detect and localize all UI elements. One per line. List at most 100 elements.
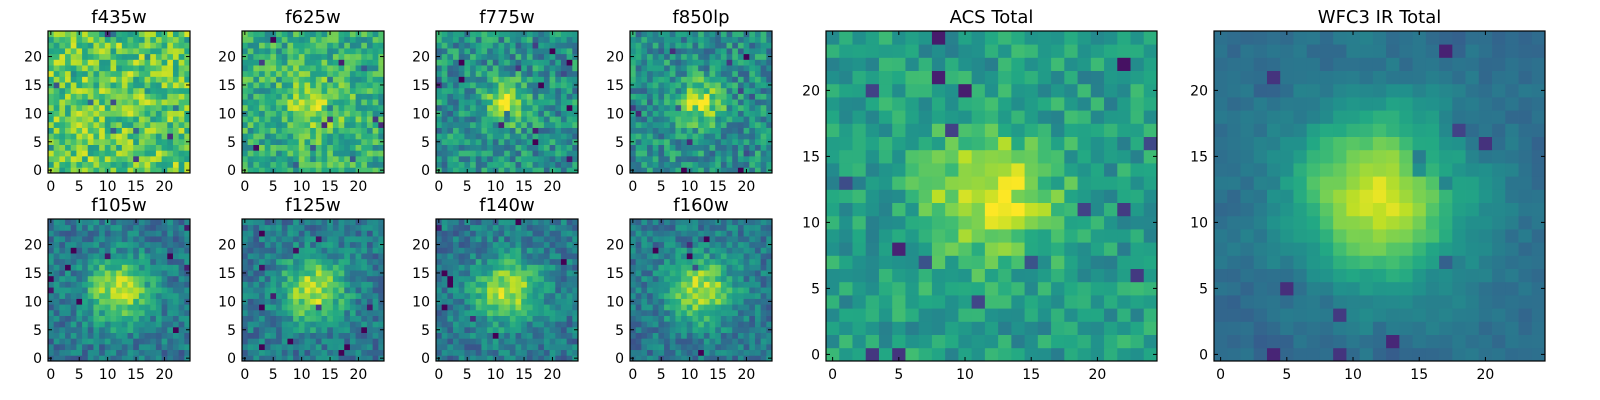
heatmap-cell — [703, 138, 710, 145]
heatmap-cell — [315, 230, 322, 237]
heatmap-cell — [184, 127, 191, 134]
heatmap-cell — [76, 281, 83, 288]
heatmap-cell — [59, 219, 66, 226]
heatmap-cell — [664, 155, 671, 163]
heatmap-cell — [99, 36, 106, 43]
heatmap-cell — [692, 332, 699, 339]
heatmap-cell — [65, 116, 72, 123]
heatmap-cell — [664, 65, 671, 72]
heatmap-cell — [436, 155, 443, 163]
heatmap-cell — [504, 65, 511, 72]
heatmap-cell — [127, 133, 134, 140]
heatmap-cell — [310, 253, 317, 260]
heatmap-cell — [82, 309, 89, 316]
heatmap-cell — [287, 236, 294, 243]
heatmap-cell — [487, 65, 494, 72]
heatmap-cell — [133, 104, 140, 111]
heatmap-cell — [253, 31, 260, 38]
heatmap-cells — [436, 219, 579, 362]
heatmap-cell — [327, 309, 334, 316]
heatmap-cell — [372, 161, 379, 168]
heatmap-cell — [110, 31, 117, 38]
heatmap-cell — [664, 133, 671, 140]
heatmap-cell — [65, 144, 72, 151]
heatmap-cell — [543, 338, 550, 345]
heatmap-cell — [253, 321, 260, 328]
heatmap-cell — [555, 315, 562, 322]
heatmap-cell — [264, 121, 271, 128]
heatmap-cell — [276, 258, 283, 265]
heatmap-cell — [167, 76, 174, 83]
heatmap-cell — [647, 155, 654, 163]
heatmap-cell — [760, 150, 767, 157]
heatmap-cell — [743, 82, 750, 89]
heatmap-cell — [253, 93, 260, 100]
heatmap-cell — [304, 292, 311, 299]
heatmap-cell — [436, 42, 443, 49]
heatmap-cell — [310, 167, 317, 174]
heatmap-cell — [110, 258, 117, 265]
heatmap-cell — [470, 48, 477, 55]
heatmap-cell — [82, 270, 89, 277]
heatmap-cell — [464, 241, 471, 248]
heatmap-cell — [53, 355, 60, 362]
heatmap-cell — [253, 298, 260, 305]
heatmap-cell — [743, 53, 750, 60]
heatmap-cell — [332, 138, 339, 145]
heatmap-cell — [161, 281, 168, 288]
heatmap-cell — [709, 326, 716, 333]
heatmap-cell — [481, 355, 488, 362]
heatmap-cell — [543, 76, 550, 83]
heatmap-cell — [65, 326, 72, 333]
heatmap-cell — [87, 121, 94, 128]
heatmap-cell — [161, 110, 168, 117]
heatmap-cell — [453, 104, 460, 111]
heatmap-cell — [338, 65, 345, 72]
heatmap-cell — [167, 247, 174, 254]
heatmap-cell — [703, 150, 710, 157]
heatmap-cell — [315, 355, 322, 362]
heatmap-cell — [669, 110, 676, 117]
heatmap-cell — [664, 292, 671, 299]
heatmap-cell — [681, 138, 688, 145]
heatmap-cell — [310, 48, 317, 55]
heatmap-cell — [242, 338, 249, 345]
heatmap-cell — [487, 93, 494, 100]
heatmap-cell — [509, 224, 516, 231]
heatmap-cell — [453, 247, 460, 254]
heatmap-cell — [133, 236, 140, 243]
heatmap-cell — [327, 281, 334, 288]
heatmap-cell — [492, 287, 499, 294]
heatmap-cell — [720, 321, 727, 328]
heatmap-cell — [366, 343, 374, 351]
heatmap-cell — [481, 349, 488, 356]
heatmap-cell — [641, 321, 648, 328]
heatmap-cell — [321, 110, 328, 117]
heatmap-cell — [344, 127, 351, 134]
heatmap-cell — [355, 127, 362, 134]
heatmap-cell — [264, 224, 271, 231]
heatmap-cell — [447, 343, 454, 351]
heatmap-cell — [566, 127, 573, 134]
heatmap-cell — [53, 121, 60, 128]
heatmap-cell — [59, 281, 66, 288]
heatmap-cell — [87, 104, 94, 111]
heatmap-cell — [59, 304, 66, 311]
heatmap-cell — [366, 99, 374, 106]
heatmap-cell — [104, 236, 111, 243]
heatmap-cell — [247, 287, 254, 294]
heatmap-cell — [698, 304, 705, 311]
heatmap-cell — [315, 338, 322, 345]
axes-frame — [629, 30, 773, 174]
heatmap-cell — [720, 309, 727, 316]
heatmap-cell — [287, 258, 294, 265]
heatmap-cell — [453, 230, 460, 237]
heatmap-cell — [675, 150, 682, 157]
heatmap-cell — [264, 304, 271, 311]
heatmap-cell — [121, 349, 128, 356]
heatmap-cell — [276, 116, 283, 123]
heatmap-cell — [715, 36, 722, 43]
heatmap-cell — [441, 224, 448, 231]
heatmap-cell — [447, 82, 454, 89]
heatmap-cell — [304, 144, 311, 151]
